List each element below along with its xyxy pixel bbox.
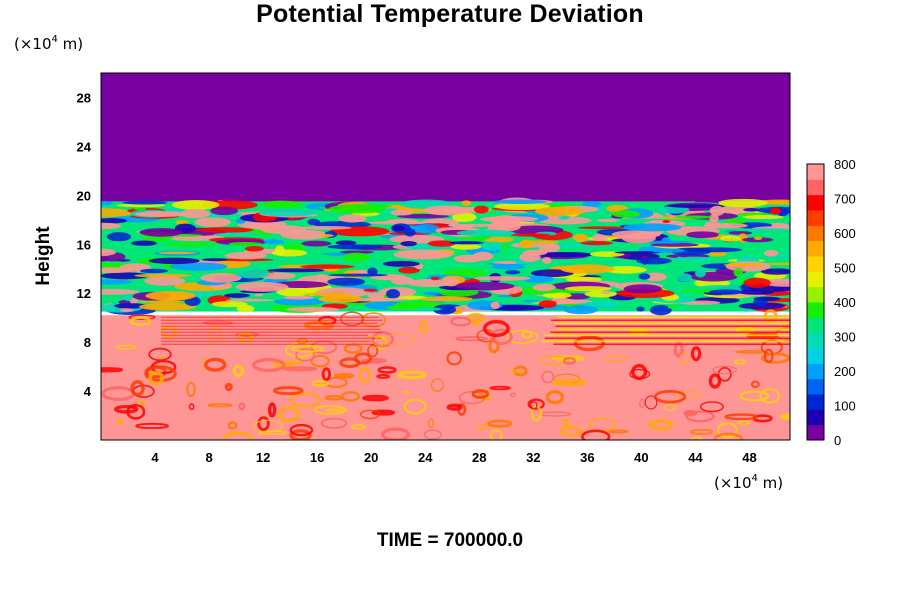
colorbar-tick-label: 0 bbox=[834, 433, 841, 448]
x-tick-label: 12 bbox=[256, 450, 270, 465]
x-tick-label: 32 bbox=[526, 450, 540, 465]
colorbar-tick-label: 800 bbox=[834, 157, 856, 172]
colorbar-tick-label: 200 bbox=[834, 364, 856, 379]
colorbar-swatch bbox=[807, 164, 824, 180]
colorbar-swatch bbox=[807, 179, 824, 196]
x-tick-label: 16 bbox=[310, 450, 324, 465]
y-tick-label: 24 bbox=[77, 139, 92, 154]
x-tick-label: 48 bbox=[742, 450, 756, 465]
y-tick-label: 4 bbox=[84, 384, 92, 399]
time-label: TIME = 700000.0 bbox=[376, 530, 524, 551]
colorbar-swatch bbox=[807, 363, 824, 380]
y-axis-unit: (×104 m) bbox=[14, 34, 83, 53]
colorbar-swatch bbox=[807, 302, 824, 318]
colorbar-swatch bbox=[807, 225, 824, 242]
colorbar-swatch bbox=[807, 424, 824, 441]
y-axis: 4 8 12 16 20 24 28 bbox=[77, 90, 92, 399]
x-axis: 4 8 12 16 20 24 28 32 36 40 44 48 bbox=[151, 450, 756, 465]
x-tick-label: 28 bbox=[472, 450, 486, 465]
y-tick-label: 12 bbox=[77, 286, 91, 301]
colorbar-swatch bbox=[807, 286, 824, 303]
x-tick-label: 20 bbox=[364, 450, 378, 465]
x-tick-label: 36 bbox=[580, 450, 594, 465]
colorbar-swatch bbox=[807, 210, 824, 226]
chart-title: Potential Temperature Deviation bbox=[256, 0, 644, 28]
x-tick-label: 8 bbox=[205, 450, 212, 465]
colorbar-tick-label: 400 bbox=[834, 295, 856, 310]
colorbar-tick-label: 100 bbox=[834, 399, 856, 414]
x-tick-label: 24 bbox=[418, 450, 433, 465]
x-tick-label: 44 bbox=[688, 450, 703, 465]
colorbar-tick-label: 600 bbox=[834, 226, 856, 241]
field-region bbox=[101, 73, 790, 202]
colorbar-swatch bbox=[807, 194, 824, 211]
field-region bbox=[101, 315, 790, 440]
colorbar-swatch bbox=[807, 271, 824, 288]
colorbar-swatch bbox=[807, 348, 824, 364]
plot-frame bbox=[100, 72, 791, 441]
y-tick-label: 20 bbox=[77, 188, 91, 203]
colorbar-swatch bbox=[807, 409, 824, 426]
plot-area bbox=[101, 73, 790, 440]
turbulence-texture bbox=[101, 197, 790, 440]
y-axis-label: Height bbox=[33, 226, 54, 286]
y-tick-label: 16 bbox=[77, 237, 91, 252]
y-tick-label: 28 bbox=[77, 90, 91, 105]
colorbar-swatch bbox=[807, 240, 824, 257]
colorbar-swatch bbox=[807, 394, 824, 410]
colorbar-tick-label: 500 bbox=[834, 261, 856, 276]
colorbar-swatch bbox=[807, 378, 824, 395]
y-tick-label: 8 bbox=[84, 335, 91, 350]
colorbar-swatch bbox=[807, 332, 824, 349]
x-tick-label: 4 bbox=[151, 450, 159, 465]
colorbar-tick-label: 700 bbox=[834, 192, 856, 207]
colorbar-frame bbox=[806, 163, 825, 441]
colorbar-tick-label: 300 bbox=[834, 330, 856, 345]
colorbar-swatch bbox=[807, 256, 824, 272]
x-tick-label: 40 bbox=[634, 450, 648, 465]
colorbar-swatch bbox=[807, 317, 824, 334]
x-axis-unit: (×104 m) bbox=[714, 473, 783, 492]
colorbar: 0 100 200 300 400 500 600 700 800 bbox=[806, 157, 856, 448]
